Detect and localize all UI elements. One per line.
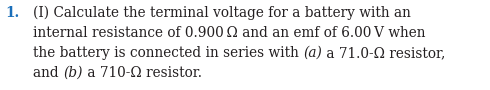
Text: a 71.0-Ω resistor,: a 71.0-Ω resistor, — [322, 46, 446, 60]
Text: 1.: 1. — [5, 6, 19, 20]
Text: (b): (b) — [63, 66, 83, 80]
Text: a 710-Ω resistor.: a 710-Ω resistor. — [83, 66, 202, 80]
Text: (I) Calculate the terminal voltage for a battery with an: (I) Calculate the terminal voltage for a… — [33, 6, 411, 20]
Text: and: and — [33, 66, 63, 80]
Text: the battery is connected in series with: the battery is connected in series with — [33, 46, 304, 60]
Text: (a): (a) — [304, 46, 322, 60]
Text: internal resistance of 0.900 Ω and an emf of 6.00 V when: internal resistance of 0.900 Ω and an em… — [33, 26, 426, 40]
